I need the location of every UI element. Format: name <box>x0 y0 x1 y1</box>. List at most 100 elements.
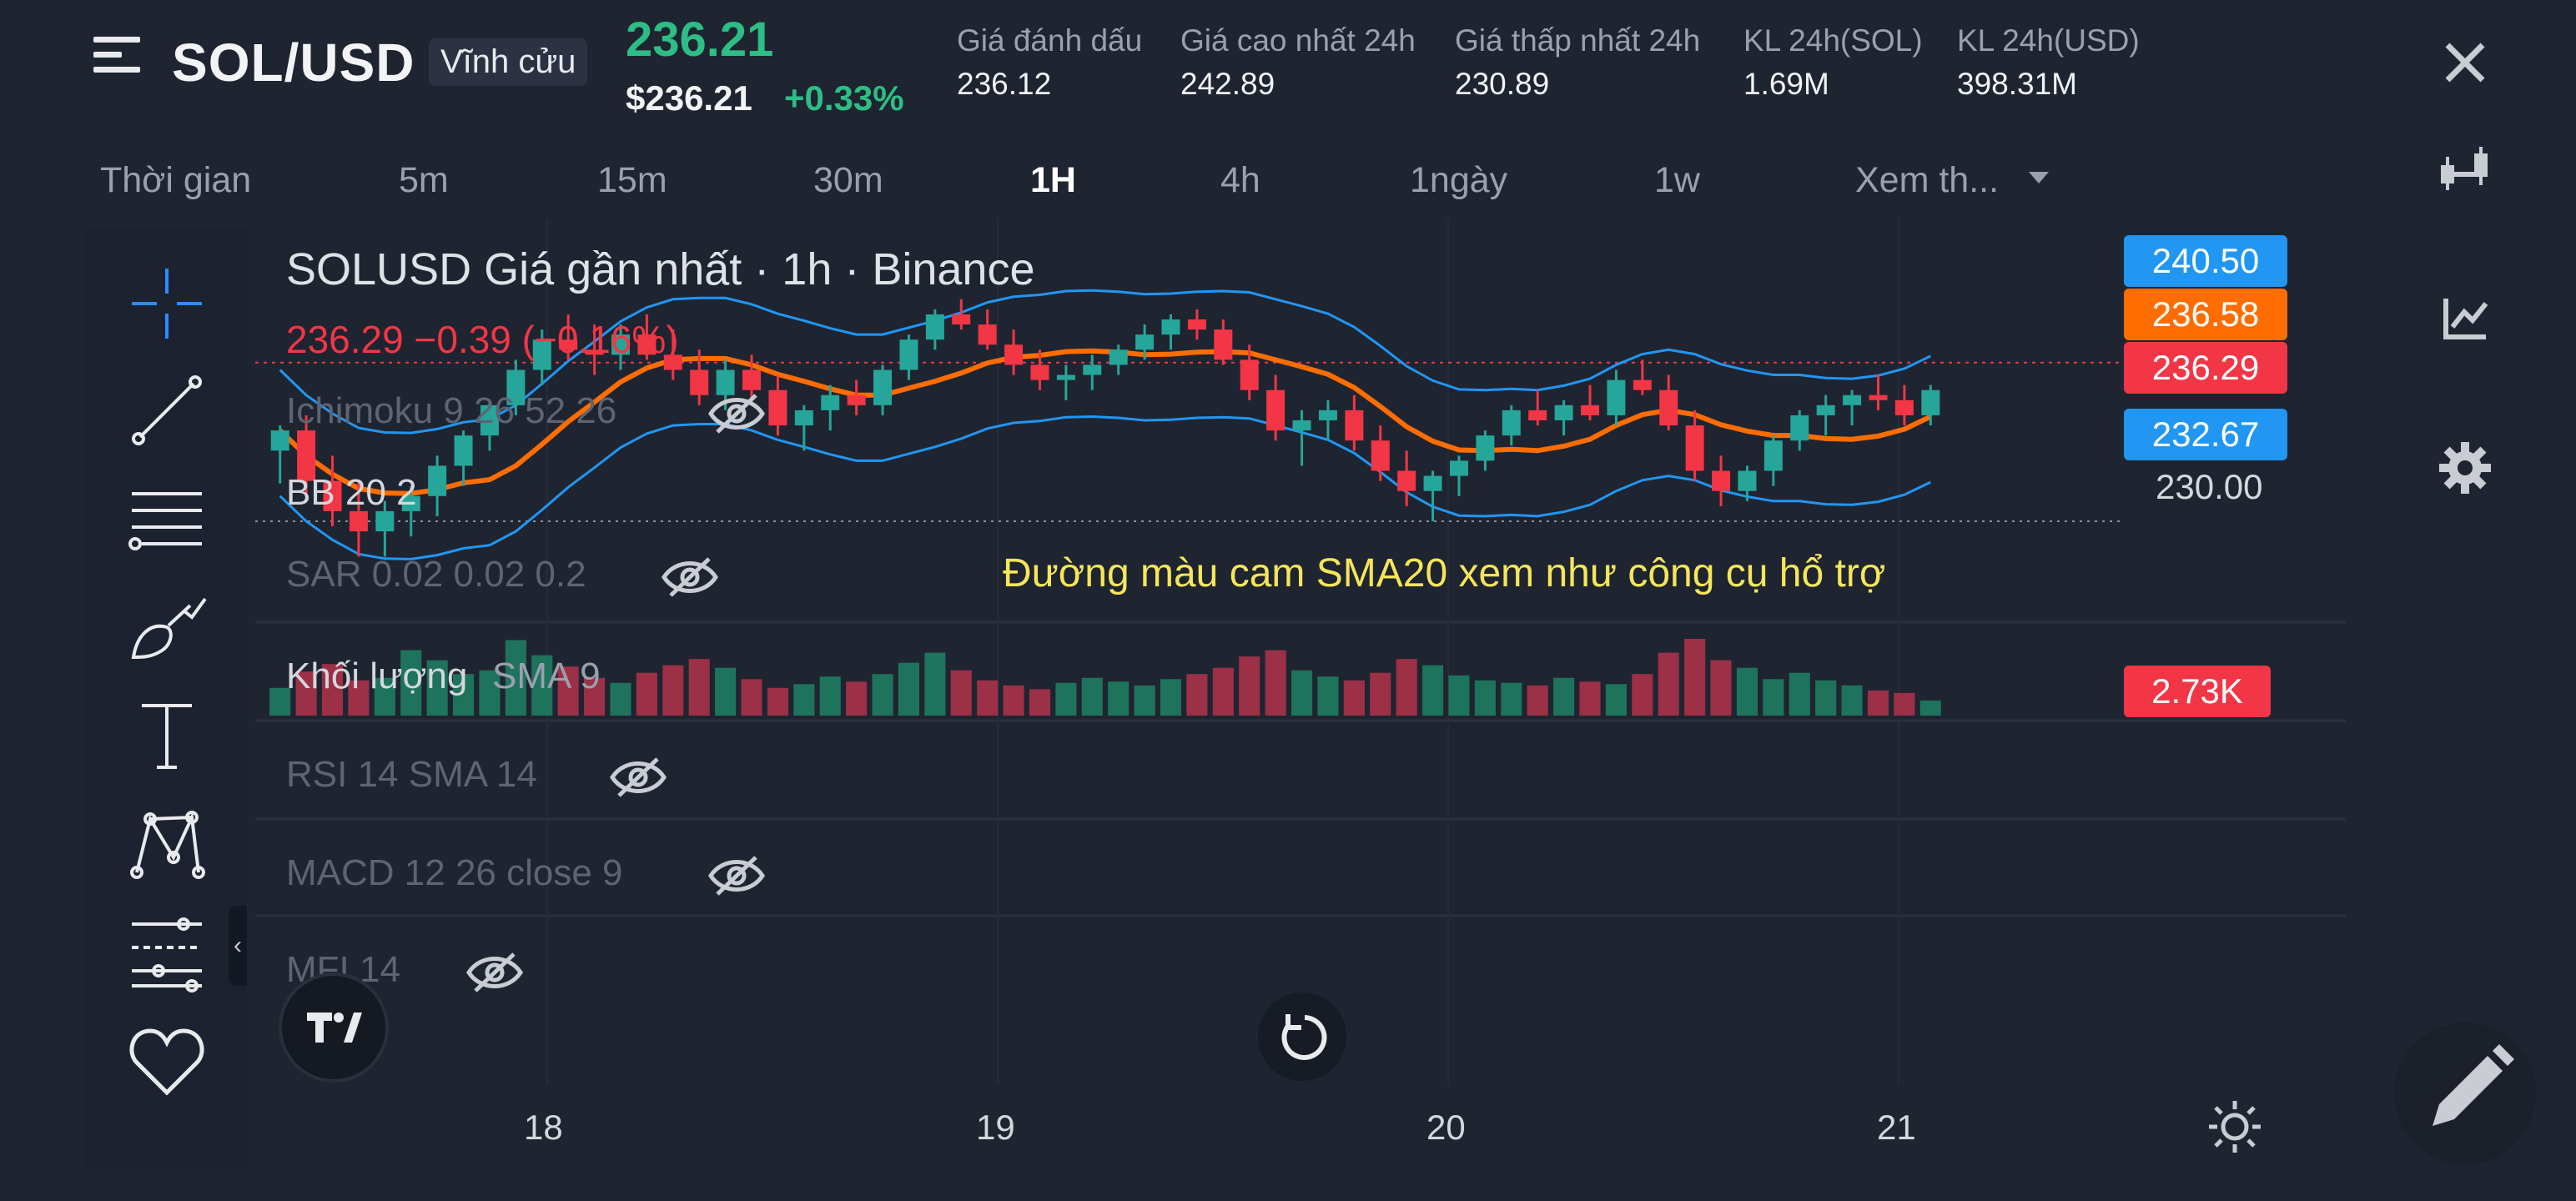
volume-bar <box>1684 639 1706 716</box>
candle-body <box>1240 359 1259 390</box>
indicator-sar-label[interactable]: SAR 0.02 0.02 0.2 <box>286 554 586 595</box>
volume-bar <box>1789 672 1810 716</box>
hidden-eye-icon[interactable] <box>707 390 766 437</box>
tab-15m[interactable]: 15m <box>597 160 667 200</box>
measure-icon[interactable] <box>125 911 209 994</box>
sun-icon[interactable] <box>2206 1098 2264 1156</box>
volume-bar <box>846 681 868 716</box>
macd-pane-label[interactable]: MACD 12 26 close 9 <box>286 852 623 893</box>
candle-body <box>1345 410 1364 441</box>
candle-body <box>1318 410 1337 420</box>
volume-bar <box>1055 682 1077 716</box>
timeframe-label: Thời gian <box>100 160 252 200</box>
volume-bar <box>584 677 606 716</box>
sma-price-tag: 236.58 <box>2124 289 2287 340</box>
hidden-eye-icon[interactable] <box>465 949 524 996</box>
candle-body <box>794 410 813 426</box>
symbol-title[interactable]: SOL/USD <box>172 33 415 93</box>
hidden-eye-icon[interactable] <box>609 754 667 801</box>
hidden-eye-icon[interactable] <box>661 554 719 600</box>
volume-bar <box>400 650 422 716</box>
candle-body <box>1607 379 1626 415</box>
volume-sma-label: SMA 9 <box>492 656 601 696</box>
volume-bar <box>426 660 448 716</box>
crosshair-icon[interactable] <box>125 262 209 345</box>
drawing-toolbar <box>83 227 247 1169</box>
tab-1w[interactable]: 1w <box>1654 160 1700 200</box>
volume-bar <box>1134 685 1155 716</box>
favorite-icon[interactable] <box>125 1019 209 1103</box>
volume-value-tag: 2.73K <box>2124 666 2271 717</box>
pencil-icon <box>2433 1044 2514 1126</box>
candle-body <box>1816 405 1835 415</box>
high-24h-value: 242.89 <box>1180 67 1275 101</box>
menu-icon[interactable] <box>93 37 147 87</box>
tab-1h[interactable]: 1H <box>1030 160 1076 200</box>
volume-bar <box>348 680 370 716</box>
candle-body <box>532 339 551 370</box>
tab-4h[interactable]: 4h <box>1220 160 1260 200</box>
settings-icon[interactable] <box>2436 439 2494 497</box>
tradingview-logo[interactable] <box>282 976 385 1079</box>
volume-bar <box>1291 670 1313 716</box>
candles-icon[interactable] <box>2436 143 2494 202</box>
volume-bar <box>662 665 684 716</box>
mark-price-value: 236.12 <box>957 67 1052 101</box>
collapse-toolbar-tab[interactable]: ‹ <box>229 906 247 986</box>
volume-usd-value: 398.31M <box>1957 67 2077 101</box>
indicator-ichimoku-label[interactable]: Ichimoku 9 26 52 26 <box>286 390 617 431</box>
volume-bar <box>374 677 395 716</box>
volume-bar <box>1448 675 1470 716</box>
candle-body <box>1790 415 1809 441</box>
trendline-icon[interactable] <box>125 369 209 452</box>
candle-body <box>1292 420 1311 431</box>
candle-body <box>716 369 735 395</box>
text-icon[interactable] <box>125 694 209 777</box>
fib-lines-icon[interactable] <box>125 477 209 560</box>
candle-body <box>742 369 762 390</box>
volume-bar <box>479 670 501 716</box>
tab-5m[interactable]: 5m <box>399 160 449 200</box>
candle-body <box>768 389 787 426</box>
candle-body <box>454 435 473 466</box>
volume-bar <box>767 687 788 716</box>
volume-bar <box>1919 700 1941 716</box>
chevron-down-icon[interactable] <box>2029 172 2049 183</box>
volume-bar <box>872 674 893 716</box>
candle-body <box>375 510 395 532</box>
bb-lower-price-tag: 232.67 <box>2124 409 2287 460</box>
volume-bar <box>1160 679 1182 716</box>
tab-1day[interactable]: 1ngày <box>1410 160 1508 200</box>
rsi-pane-label[interactable]: RSI 14 SMA 14 <box>286 754 537 795</box>
candle-body <box>297 430 316 481</box>
volume-bar <box>1763 679 1784 716</box>
tab-30m[interactable]: 30m <box>813 160 883 200</box>
candle-body <box>1187 319 1206 330</box>
hidden-eye-icon[interactable] <box>707 852 766 899</box>
draw-button[interactable] <box>2394 1023 2536 1164</box>
volume-legend-label[interactable]: Khối lượng <box>286 656 468 696</box>
brush-icon[interactable] <box>125 585 209 669</box>
chart-type-icon[interactable] <box>2436 289 2494 347</box>
volume-bar <box>321 664 344 716</box>
date-label: 20 <box>1426 1108 1466 1147</box>
volume-bar <box>950 670 972 716</box>
candle-body <box>480 405 499 436</box>
date-label: 19 <box>976 1108 1015 1147</box>
candle-body <box>899 339 918 370</box>
close-icon[interactable] <box>2436 33 2494 92</box>
volume-bar <box>295 671 317 716</box>
chart-annotation-text[interactable]: Đường màu cam SMA20 xem như công cụ hổ t… <box>1003 551 1886 595</box>
last-price: 236.21 <box>626 13 774 67</box>
candle-body <box>1502 410 1521 436</box>
candle-body <box>1449 460 1468 476</box>
reset-chart-button[interactable] <box>1258 992 1346 1081</box>
pattern-icon[interactable] <box>125 802 209 886</box>
chart-legend-price: 236.29 −0.39 (−0.16%) <box>286 318 679 361</box>
volume-bar <box>1003 685 1024 716</box>
volume-bar <box>1108 681 1130 716</box>
indicator-bb-label[interactable]: BB 20 2 <box>286 472 417 513</box>
candle-body <box>1685 425 1704 471</box>
more-timeframes-dropdown[interactable]: Xem th... <box>1855 160 2000 200</box>
